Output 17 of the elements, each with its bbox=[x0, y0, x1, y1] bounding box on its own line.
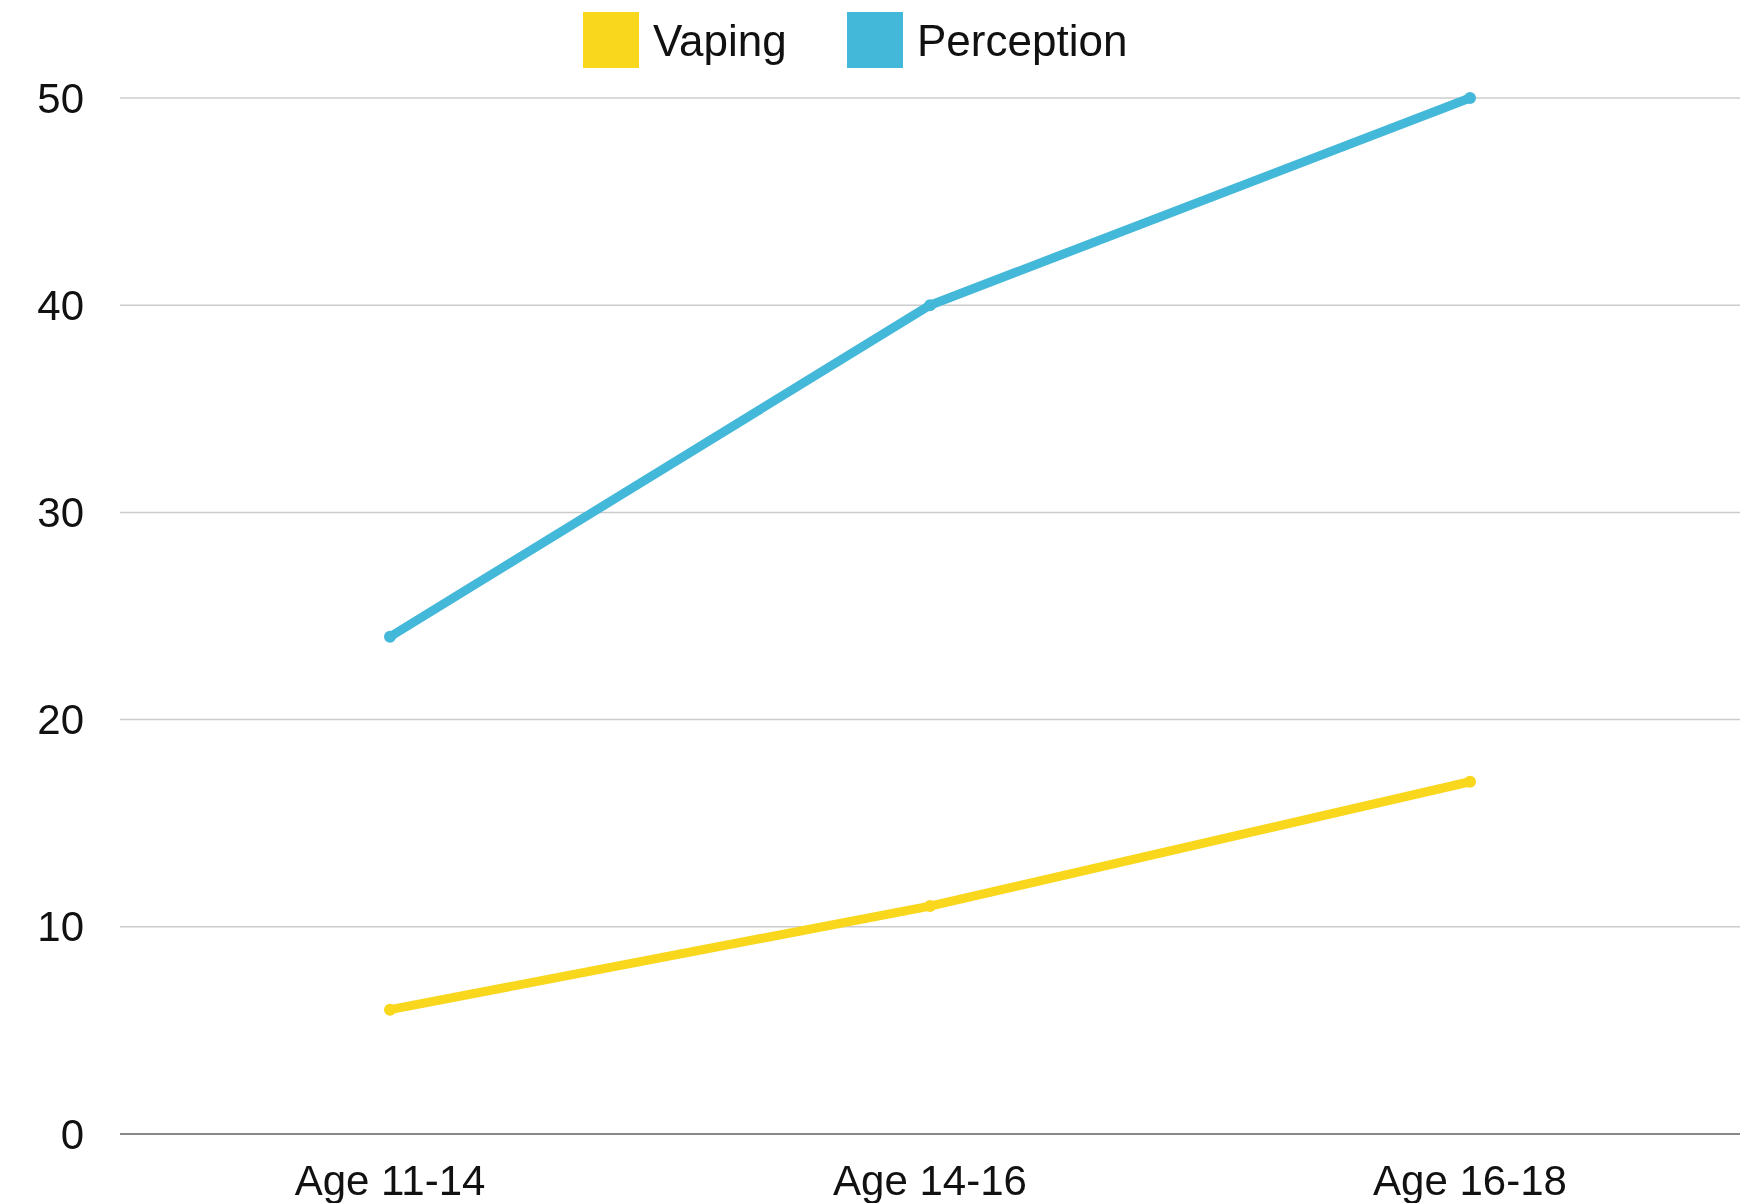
y-tick-label: 40 bbox=[37, 281, 84, 329]
x-tick-label: Age 14-16 bbox=[833, 1156, 1027, 1203]
point bbox=[924, 299, 936, 312]
x-tick-label: Age 16-18 bbox=[1373, 1156, 1567, 1203]
y-tick-label: 0 bbox=[60, 1110, 84, 1158]
point bbox=[384, 630, 396, 643]
point bbox=[384, 1003, 396, 1016]
point bbox=[924, 900, 936, 913]
legend-label: Perception bbox=[917, 15, 1128, 65]
y-tick-label: 30 bbox=[37, 488, 84, 536]
y-tick-label: 20 bbox=[37, 696, 84, 744]
point bbox=[1464, 775, 1476, 788]
y-tick-label: 50 bbox=[37, 74, 84, 122]
x-tick-label: Age 11-14 bbox=[294, 1156, 486, 1203]
legend-label: Vaping bbox=[653, 15, 787, 65]
y-tick-label: 10 bbox=[37, 903, 84, 951]
point bbox=[1464, 92, 1476, 104]
